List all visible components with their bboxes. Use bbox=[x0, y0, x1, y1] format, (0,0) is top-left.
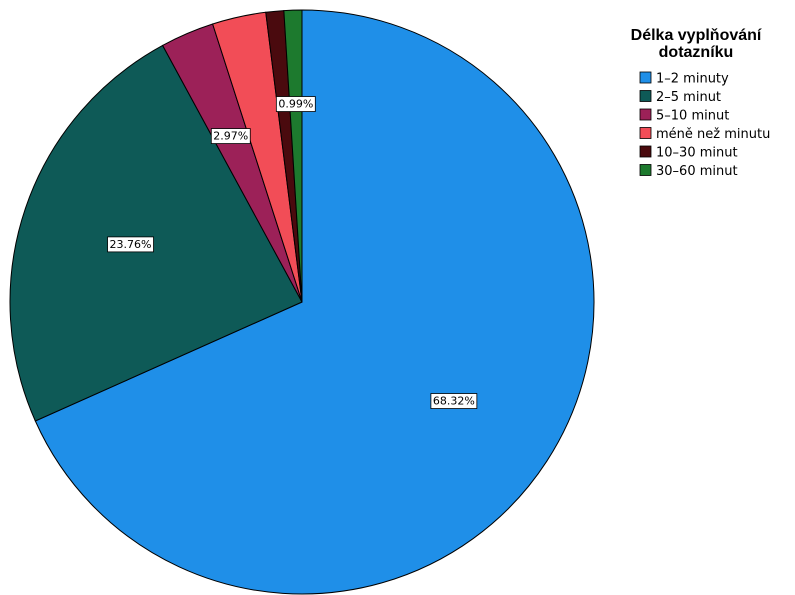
data-label-box bbox=[107, 236, 154, 253]
data-label-text: 23.76% bbox=[110, 238, 152, 251]
legend-label: 1–2 minuty bbox=[656, 72, 729, 87]
legend-swatch bbox=[639, 145, 652, 158]
legend-title-line-2: dotazníku bbox=[659, 44, 734, 61]
data-label-box bbox=[210, 128, 251, 144]
legend-title-line-1: Délka vyplňování bbox=[631, 27, 762, 44]
data-label-text: 2.97% bbox=[213, 130, 248, 143]
legend-swatch bbox=[639, 108, 652, 121]
legend-swatch bbox=[639, 164, 652, 176]
legend: Délka vyplňování dotazníku 1–2 minuty 2–5… bbox=[631, 27, 771, 179]
data-label-text: 68.32% bbox=[433, 395, 475, 408]
legend-items: 1–2 minuty 2–5 minut 5–10 minut méně než mi… bbox=[639, 71, 770, 179]
legend-label: 30–60 minut bbox=[656, 164, 738, 179]
legend-item-30-60-minut: 30–60 minut bbox=[639, 164, 738, 179]
data-label-box bbox=[430, 393, 478, 409]
data-label-30-60-minut: 0.99% bbox=[275, 96, 316, 112]
pie-slice-30-60-minut bbox=[283, 9, 303, 303]
legend-swatch bbox=[639, 71, 652, 84]
data-label-text: 0.99% bbox=[278, 98, 313, 111]
legend-item-2-5-minut: 2–5 minut bbox=[639, 90, 721, 105]
pie-data-labels: 68.32% 23.76% 2.97% 0.99% bbox=[107, 96, 478, 409]
legend-swatch bbox=[639, 127, 652, 139]
legend-label: 2–5 minut bbox=[656, 90, 721, 105]
data-label-2-5-minut: 23.76% bbox=[107, 236, 154, 253]
legend-label: méně než minutu bbox=[656, 127, 770, 142]
legend-label: 10–30 minut bbox=[656, 146, 738, 161]
data-label-5-10-minut: 2.97% bbox=[210, 128, 251, 144]
data-label-box bbox=[275, 96, 316, 112]
legend-swatch bbox=[639, 90, 652, 102]
pie-slice-2-5-minut bbox=[9, 44, 303, 422]
legend-item-5-10-minut: 5–10 minut bbox=[639, 108, 729, 124]
pie-slices bbox=[9, 9, 595, 595]
legend-item-10-30-minut: 10–30 minut bbox=[639, 145, 738, 161]
legend-item-mene-nez-minutu: méně než minutu bbox=[639, 127, 770, 142]
legend-label: 5–10 minut bbox=[656, 109, 729, 124]
pie-slice-1-2-minuty bbox=[34, 9, 595, 595]
legend-item-1-2-minuty: 1–2 minuty bbox=[639, 71, 729, 87]
data-label-1-2-minuty: 68.32% bbox=[430, 393, 478, 409]
